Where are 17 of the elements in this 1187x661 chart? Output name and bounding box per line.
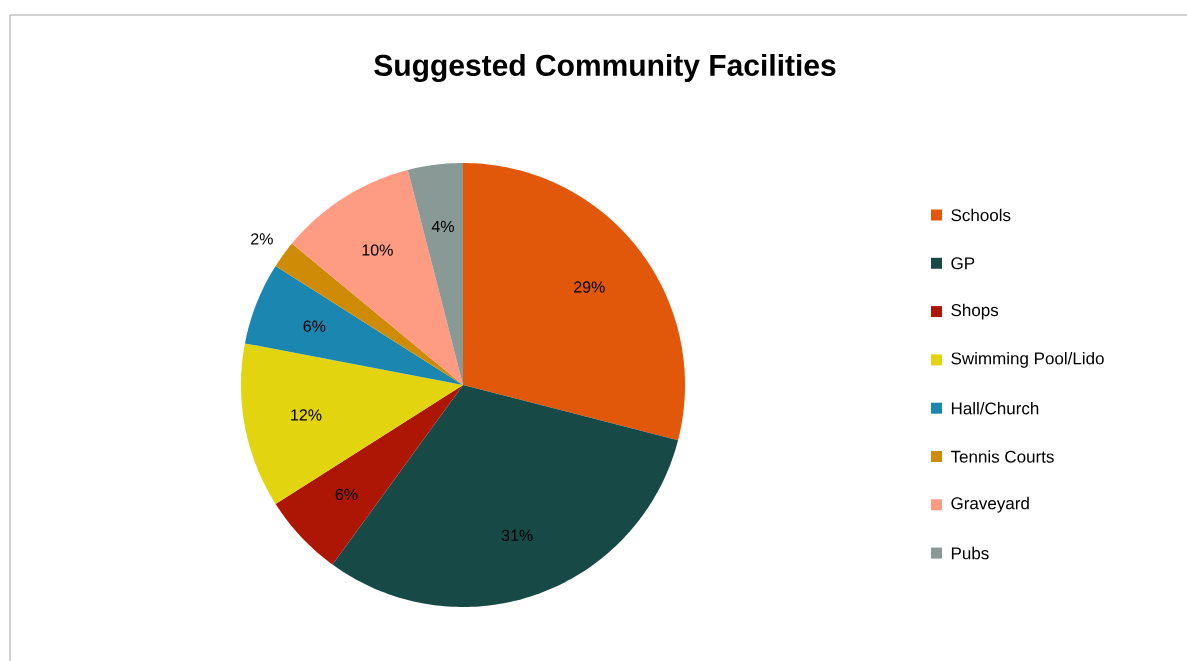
data-label: 12% xyxy=(291,409,322,421)
legend-label: Hall/Church xyxy=(951,401,1039,415)
legend-label: Tennis Courts xyxy=(950,450,1054,463)
chart-title: Suggested Community Facilities xyxy=(374,53,836,83)
legend-label: Graveyard xyxy=(951,496,1029,513)
data-label: 6% xyxy=(335,488,358,501)
data-label: 29% xyxy=(574,281,605,293)
data-label: 6% xyxy=(303,320,326,332)
legend-label: Schools xyxy=(951,208,1011,222)
data-label: 31% xyxy=(501,529,533,542)
legend-label: Swimming Pool/Lido xyxy=(951,351,1104,368)
legend-label: Pubs xyxy=(951,546,989,560)
legend-label: Shops xyxy=(951,303,999,320)
legend-label: GP xyxy=(951,257,975,270)
data-label: 2% xyxy=(251,233,273,245)
data-label: 4% xyxy=(431,220,454,233)
data-label: 10% xyxy=(362,244,393,256)
